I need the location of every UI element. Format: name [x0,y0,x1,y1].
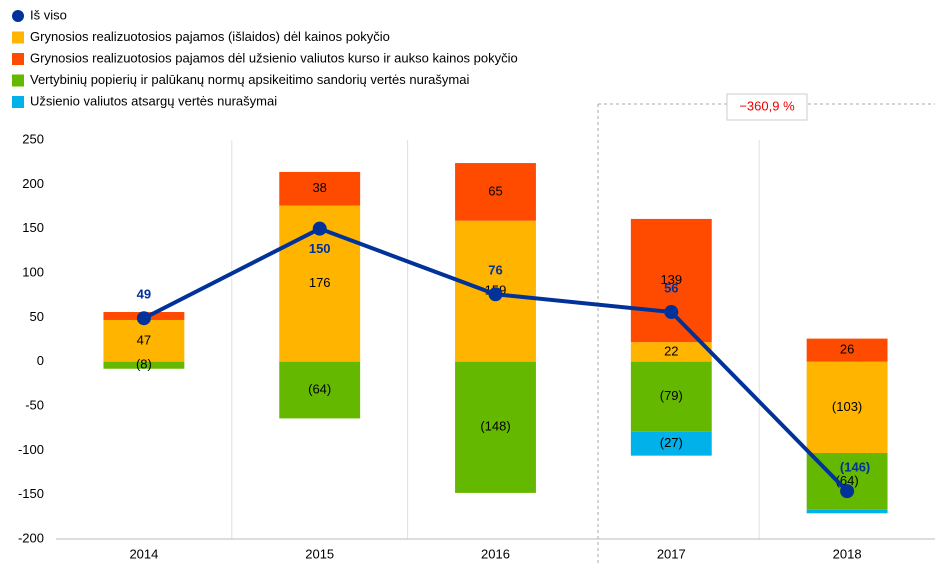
bar-segment [279,171,361,206]
value-label: 38 [312,180,326,195]
bar-segment [279,361,361,419]
value-label: 65 [488,183,502,198]
legend-marker [12,31,24,44]
y-tick-label: -100 [18,442,44,457]
line-value-label: 76 [488,263,502,278]
value-label: (79) [660,388,683,403]
bar-segment [806,509,888,514]
value-label: 22 [664,343,678,358]
y-tick-label: -200 [18,530,44,545]
y-tick-label: 100 [22,264,44,279]
value-label: 176 [309,275,331,290]
line-point [136,311,151,326]
bar-segment [630,342,712,362]
x-tick-label: 2017 [657,546,686,561]
line-value-label: 150 [309,241,331,256]
line-value-label: 49 [137,287,151,302]
bar-segment [806,361,888,453]
legend-label: Iš viso [30,7,67,22]
y-tick-label: 250 [22,131,44,146]
line-point [488,287,503,302]
legend-label: Užsienio valiutos atsargų vertės nurašym… [30,93,277,108]
y-tick-label: 200 [22,176,44,191]
line-point [664,305,679,320]
value-label: (8) [136,357,152,372]
bar-segment [455,163,536,221]
bar-segment [630,361,712,432]
y-tick-label: -150 [18,486,44,501]
bar-segment [630,218,712,343]
annotation: −360,9 % [739,98,795,113]
line-value-label: 56 [664,280,678,295]
value-label: 47 [137,332,151,347]
line-point [312,221,327,236]
bar-segment [103,319,185,362]
value-label: 26 [840,342,854,357]
legend-marker [12,74,24,87]
value-label: (103) [832,399,862,414]
value-label: (148) [480,419,510,434]
value-label: 139 [660,272,682,287]
bar-segment [455,361,536,493]
legend-label: Vertybinių popierių ir palūkanų normų ap… [30,72,469,87]
legend-label: Grynosios realizuotosios pajamos (išlaid… [30,29,390,44]
annotation-box [726,93,808,121]
bar-segment [806,338,888,362]
x-tick-label: 2016 [481,546,510,561]
y-tick-label: 0 [37,353,44,368]
line-point [840,484,855,499]
bar-segment [103,361,185,369]
value-label: (64) [308,381,331,396]
x-tick-label: 2018 [833,546,862,561]
y-tick-label: -50 [25,397,44,412]
x-tick-label: 2015 [305,546,334,561]
line-value-label: (146) [840,460,870,475]
legend-marker [12,53,24,65]
bar-segment [630,431,712,456]
y-tick-label: 50 [30,309,44,324]
value-label: (27) [660,435,683,450]
x-tick-label: 2014 [129,546,158,561]
legend-marker [12,10,24,22]
legend-marker [12,96,24,108]
legend-label: Grynosios realizuotosios pajamos dėl užs… [30,50,518,65]
y-tick-label: 150 [22,220,44,235]
